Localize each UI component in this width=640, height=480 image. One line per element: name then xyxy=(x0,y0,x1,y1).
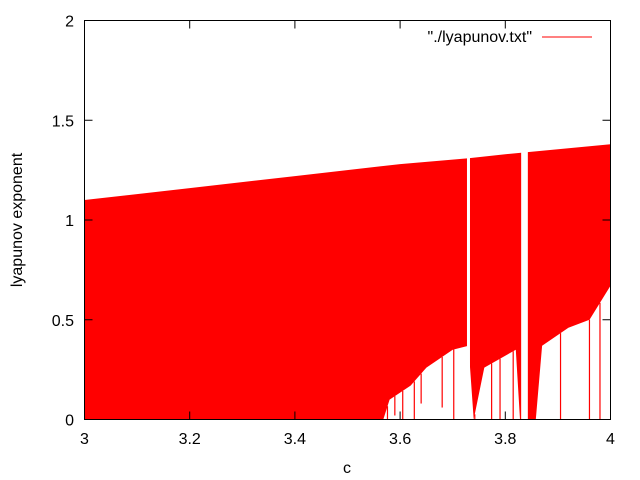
x-tick-label-1: 3.2 xyxy=(179,431,201,448)
series-band xyxy=(84,144,611,420)
x-tick-label-3: 3.6 xyxy=(389,431,411,448)
legend: "./lyapunov.txt" xyxy=(428,29,592,46)
y-tick-label-0: 0 xyxy=(65,413,74,430)
y-tick-label-3: 1.5 xyxy=(52,113,74,130)
x-tick-label-4: 3.8 xyxy=(494,431,516,448)
y-tick-label-2: 1 xyxy=(65,213,74,230)
x-tick-label-2: 3.4 xyxy=(284,431,306,448)
x-tick-label-0: 3 xyxy=(80,431,89,448)
series-gap-1 xyxy=(521,148,525,420)
series-gap-3 xyxy=(524,148,528,420)
series-gap-0 xyxy=(466,154,470,420)
plot-data-layer xyxy=(84,144,611,420)
legend-series-label: "./lyapunov.txt" xyxy=(428,29,532,46)
y-axis-label: lyapunov exponent xyxy=(9,152,26,287)
y-tick-label-4: 2 xyxy=(65,14,74,31)
x-axis-label: c xyxy=(343,460,351,477)
axis-ticks: 3 3.2 3.4 3.6 3.8 4 0 0.5 1 1.5 2 xyxy=(52,14,615,449)
x-tick-label-5: 4 xyxy=(606,431,615,448)
y-tick-label-1: 0.5 xyxy=(52,313,74,330)
